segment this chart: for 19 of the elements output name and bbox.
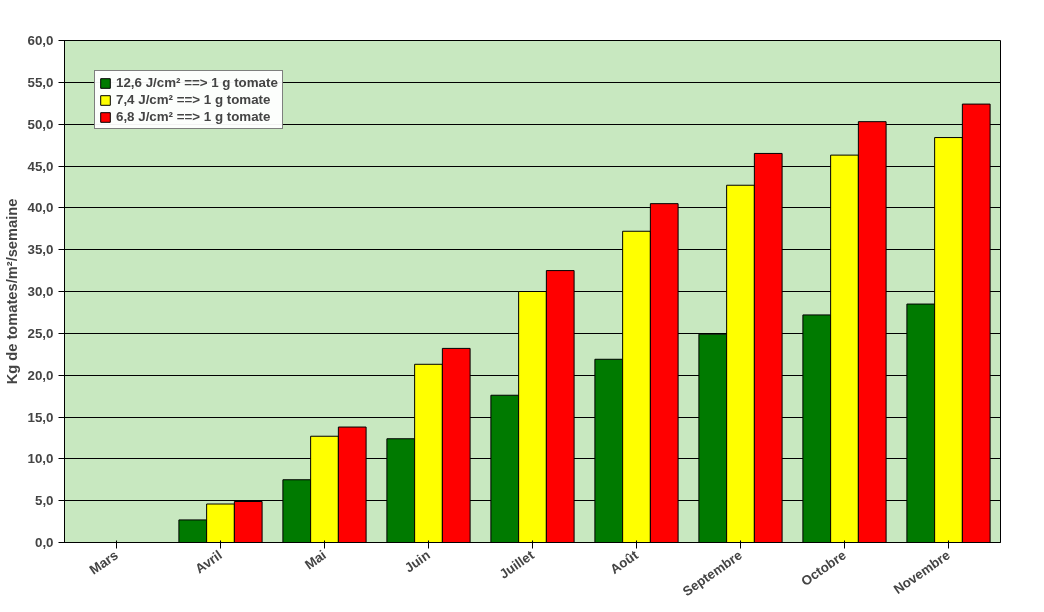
y-tick-label: 20,0	[27, 367, 54, 383]
y-tick-label: 0,0	[34, 535, 54, 550]
y-tick-label: 10,0	[27, 451, 54, 467]
legend-label: 7,4 J/cm² ==> 1 g tomate	[116, 92, 271, 107]
y-tick-label: 40,0	[27, 200, 54, 216]
y-tick-label: 45,0	[27, 158, 54, 174]
y-tick-label: 25,0	[27, 325, 54, 341]
x-tick-label: Juin	[401, 547, 433, 576]
y-tick-label: 55,0	[27, 74, 54, 90]
y-tick-label: 35,0	[27, 242, 54, 258]
legend-label: 12,6 J/cm² ==> 1 g tomate	[116, 75, 278, 90]
x-tick-label: Mai	[302, 547, 329, 573]
y-tick-label: 50,0	[27, 116, 54, 132]
y-tick-label: 15,0	[27, 409, 54, 425]
legend-label: 6,8 J/cm² ==> 1 g tomate	[116, 109, 271, 124]
y-tick-label: 5,0	[34, 493, 54, 509]
y-tick-label: 60,0	[27, 33, 54, 48]
y-tick-label: 30,0	[27, 284, 54, 299]
y-axis-title: Kg de tomates/m²/semaine	[3, 198, 20, 385]
